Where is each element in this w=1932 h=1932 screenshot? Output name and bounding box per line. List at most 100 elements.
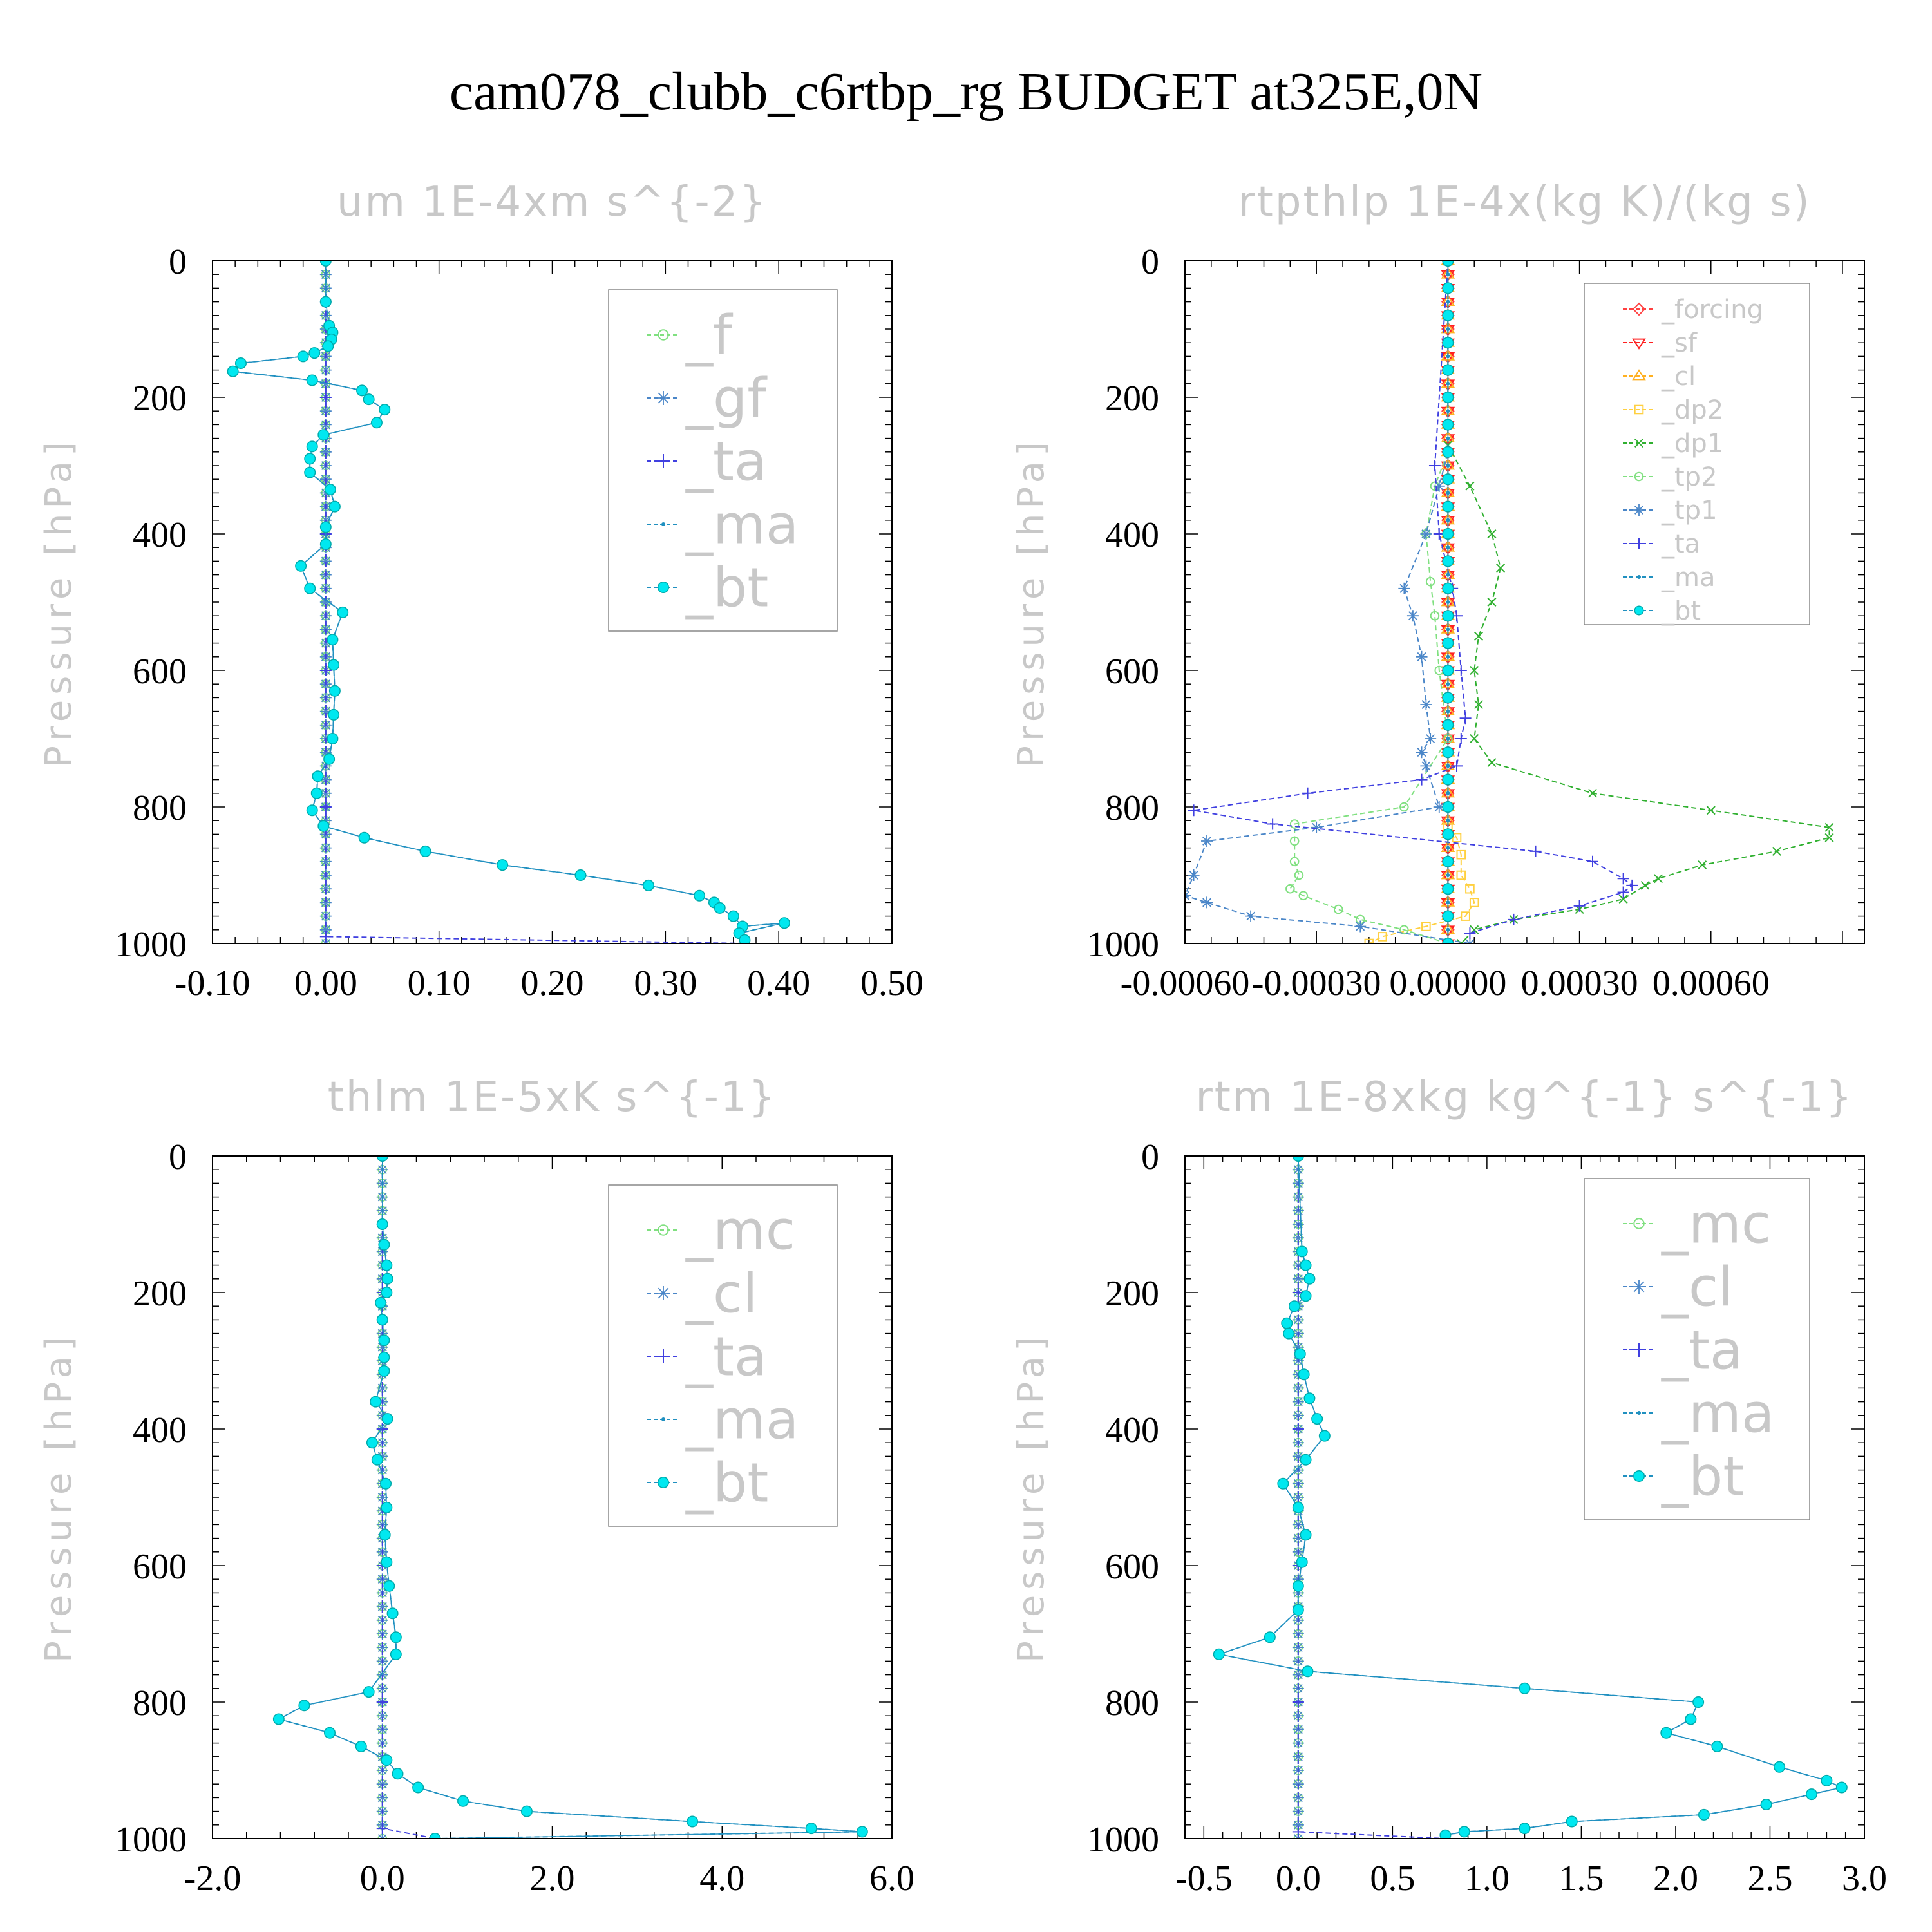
data-point — [1439, 1829, 1452, 1839]
data-point — [778, 917, 790, 929]
data-point — [1292, 1450, 1304, 1463]
data-point — [1442, 282, 1454, 294]
legend-marker — [1634, 471, 1644, 482]
x-tick-label: -0.00030 — [1252, 963, 1381, 1003]
panel-title: rtpthlp 1E-4x(kg K)/(kg s) — [1238, 178, 1811, 226]
data-point — [337, 606, 349, 618]
data-point — [1618, 895, 1628, 904]
data-point — [1294, 1348, 1306, 1360]
legend-label: _forcing — [1661, 295, 1763, 325]
data-point — [234, 357, 247, 369]
chart-panel-um: um 1E-4xm s^{-2} Pressure [hPa] 0 200 400 600… — [38, 178, 923, 1003]
y-tick-label: 800 — [1105, 788, 1159, 828]
x-tick-label: 0.00030 — [1521, 963, 1638, 1003]
series-bt — [1213, 1156, 1848, 1839]
chart-panel-rtpthlp: rtpthlp 1E-4x(kg K)/(kg s) Pressure [hPa]… — [1010, 178, 1865, 1003]
legend-item-bt: _bt — [647, 1451, 768, 1514]
data-point — [1626, 879, 1638, 891]
data-point — [227, 365, 239, 377]
data-point — [1824, 822, 1834, 832]
data-point — [1428, 460, 1441, 471]
data-point — [1573, 900, 1586, 912]
data-point — [1519, 1682, 1531, 1694]
data-point — [319, 261, 332, 267]
legend-marker — [1633, 1470, 1645, 1482]
legend-label: _ma — [1661, 1381, 1774, 1444]
data-point — [1420, 760, 1432, 772]
data-point — [1442, 419, 1454, 431]
legend-item-gf: _gf — [647, 366, 768, 430]
data-point — [390, 1648, 402, 1660]
legend-item-ta: _ta — [647, 430, 767, 493]
data-point — [1296, 1245, 1308, 1258]
data-point — [1442, 692, 1454, 704]
data-area — [227, 261, 790, 943]
x-tick-label: 0.5 — [1370, 1859, 1415, 1899]
y-tick-label: 0 — [169, 1137, 187, 1177]
data-point — [1281, 1317, 1293, 1329]
data-point — [419, 845, 431, 857]
data-point — [1530, 845, 1542, 857]
data-point — [319, 705, 332, 717]
legend-marker — [1632, 1280, 1646, 1294]
legend-marker — [1637, 575, 1641, 579]
data-point — [319, 405, 332, 417]
plot-frame — [1184, 260, 1865, 944]
data-point — [1406, 610, 1419, 622]
y-tick-label: 1000 — [1087, 1820, 1159, 1860]
y-axis-label: Pressure [hPa] — [38, 1332, 80, 1663]
axis-ticks — [1184, 260, 1864, 944]
data-point — [381, 1259, 393, 1271]
plot-frame — [212, 260, 893, 944]
legend-box — [608, 289, 838, 632]
data-point — [1461, 911, 1470, 921]
legend-label: _bt — [685, 1451, 768, 1514]
legend-label: _mc — [685, 1198, 795, 1262]
data-point — [380, 1477, 392, 1490]
y-tick-label: 600 — [133, 1547, 187, 1587]
data-point — [1292, 1642, 1304, 1654]
data-point — [370, 1396, 382, 1408]
data-point — [376, 1492, 388, 1503]
y-tick-label: 0 — [1141, 242, 1159, 282]
data-point — [327, 733, 339, 744]
legend-label: _sf — [1661, 328, 1698, 358]
data-point — [1292, 1580, 1304, 1592]
data-point — [1318, 1430, 1331, 1442]
data-point — [1442, 828, 1454, 840]
data-point — [1442, 855, 1454, 867]
legend-marker — [656, 391, 670, 405]
legend-label: _ma — [685, 1388, 799, 1451]
data-point — [1698, 1808, 1710, 1821]
data-point — [1698, 860, 1707, 870]
legend-item-ta: _ta — [647, 1325, 767, 1388]
data-point — [1292, 1710, 1304, 1722]
data-point — [1292, 1382, 1304, 1394]
legend-box — [1584, 283, 1810, 625]
data-point — [1824, 833, 1834, 842]
series-gf — [319, 261, 332, 943]
data-point — [376, 1669, 388, 1681]
data-point — [1442, 582, 1454, 594]
data-point — [390, 1631, 402, 1643]
data-point — [1487, 597, 1497, 607]
legend: _mc_cl_ta_ma_bt — [1584, 1178, 1810, 1520]
y-tick-label: 1000 — [115, 1820, 187, 1860]
data-point — [381, 1273, 393, 1285]
panel-title: rtm 1E-8xkg kg^{-1} s^{-1} — [1195, 1074, 1853, 1121]
series-tp1 — [1185, 261, 1476, 943]
data-point — [376, 1409, 388, 1421]
y-axis-label: Pressure [hPa] — [1010, 437, 1052, 768]
data-point — [1442, 309, 1454, 321]
plot-frame — [1184, 1155, 1865, 1839]
data-point — [1442, 392, 1454, 403]
panel-title: thlm 1E-5xK s^{-1} — [328, 1074, 777, 1121]
data-point — [1201, 835, 1213, 847]
chart-panels: um 1E-4xm s^{-2} Pressure [hPa] 0 200 400 600… — [38, 178, 1887, 1899]
data-point — [319, 855, 332, 867]
data-point — [370, 417, 383, 429]
data-point — [376, 1823, 388, 1835]
data-point — [381, 1413, 393, 1425]
legend-marker — [661, 1417, 665, 1421]
data-point — [1821, 1774, 1833, 1786]
